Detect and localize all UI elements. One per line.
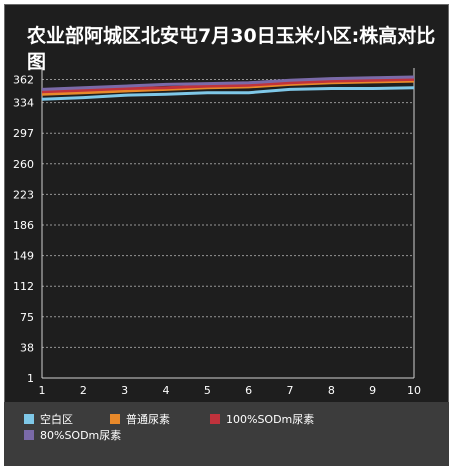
y-tick-label: 149	[13, 250, 34, 263]
y-tick-label: 112	[13, 280, 34, 293]
legend-swatch	[24, 414, 34, 424]
y-tick-label: 297	[13, 127, 34, 140]
x-tick-label: 6	[245, 384, 252, 397]
legend-label: 80%SODm尿素	[40, 429, 122, 442]
legend-item: 100%SODm尿素	[210, 412, 314, 426]
y-tick-label: 1	[27, 372, 34, 385]
x-tick-label: 3	[121, 384, 128, 397]
legend-swatch	[24, 430, 34, 440]
legend-item: 普通尿素	[110, 412, 170, 426]
series-line	[41, 79, 415, 96]
chart-title: 农业部阿城区北安屯7月30日玉米小区:株高对比图	[27, 25, 436, 73]
legend-label: 空白区	[40, 413, 73, 426]
x-tick-label: 1	[39, 384, 46, 397]
x-tick-label: 5	[204, 384, 211, 397]
x-tick-label: 10	[407, 384, 421, 397]
chart-legend: 空白区 普通尿素 100%SODm尿素 80%SODm尿素	[4, 402, 449, 466]
y-tick-label: 362	[13, 73, 34, 86]
legend-swatch	[210, 414, 220, 424]
legend-label: 100%SODm尿素	[226, 413, 315, 426]
legend-swatch	[110, 414, 120, 424]
x-tick-label: 8	[328, 384, 335, 397]
y-tick-label: 38	[20, 341, 34, 354]
y-tick-label: 75	[20, 311, 34, 324]
y-tick-label: 334	[13, 97, 34, 110]
legend-item: 空白区	[24, 412, 73, 426]
x-tick-label: 4	[163, 384, 170, 397]
series-line	[41, 77, 415, 94]
series-line	[41, 75, 415, 91]
y-tick-label: 223	[13, 188, 34, 201]
y-tick-label: 186	[13, 219, 34, 232]
legend-label: 普通尿素	[126, 413, 170, 426]
x-tick-label: 7	[287, 384, 294, 397]
series-line	[41, 86, 415, 101]
x-tick-label: 9	[369, 384, 376, 397]
x-tick-label: 2	[80, 384, 87, 397]
legend-item: 80%SODm尿素	[24, 428, 121, 442]
y-tick-label: 260	[13, 158, 34, 171]
